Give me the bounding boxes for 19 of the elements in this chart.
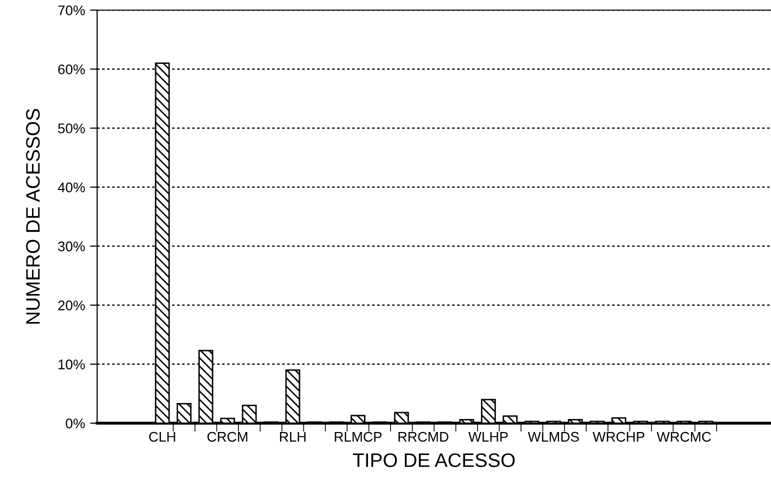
y-tick-label: 40% (58, 182, 85, 192)
x-tick-label: RLH (280, 432, 306, 442)
x-tick-label: WRCHP (592, 432, 644, 442)
x-tick-label: CRCM (207, 432, 248, 442)
y-tick-label: 20% (58, 300, 85, 310)
x-tick-label: RLMCP (334, 432, 382, 442)
y-tick-label: 70% (58, 5, 85, 16)
y-tick-label: 10% (58, 360, 85, 370)
y-axis-title: NUMERO DE ACESSOS (26, 108, 40, 324)
x-tick-label: WLMDS (528, 432, 579, 442)
x-axis-title: TIPO DE ACESSO (352, 453, 515, 468)
y-tick-label: 60% (58, 64, 85, 74)
x-tick-label: WLHP (468, 432, 508, 442)
x-tick-label: CLH (149, 432, 176, 442)
y-tick-label: 0% (66, 418, 85, 428)
x-tick-label: RRCMD (398, 432, 448, 442)
y-tick-label: 50% (58, 123, 85, 134)
x-tick-label: WRCMC (656, 432, 711, 442)
y-tick-label: 30% (58, 242, 85, 252)
